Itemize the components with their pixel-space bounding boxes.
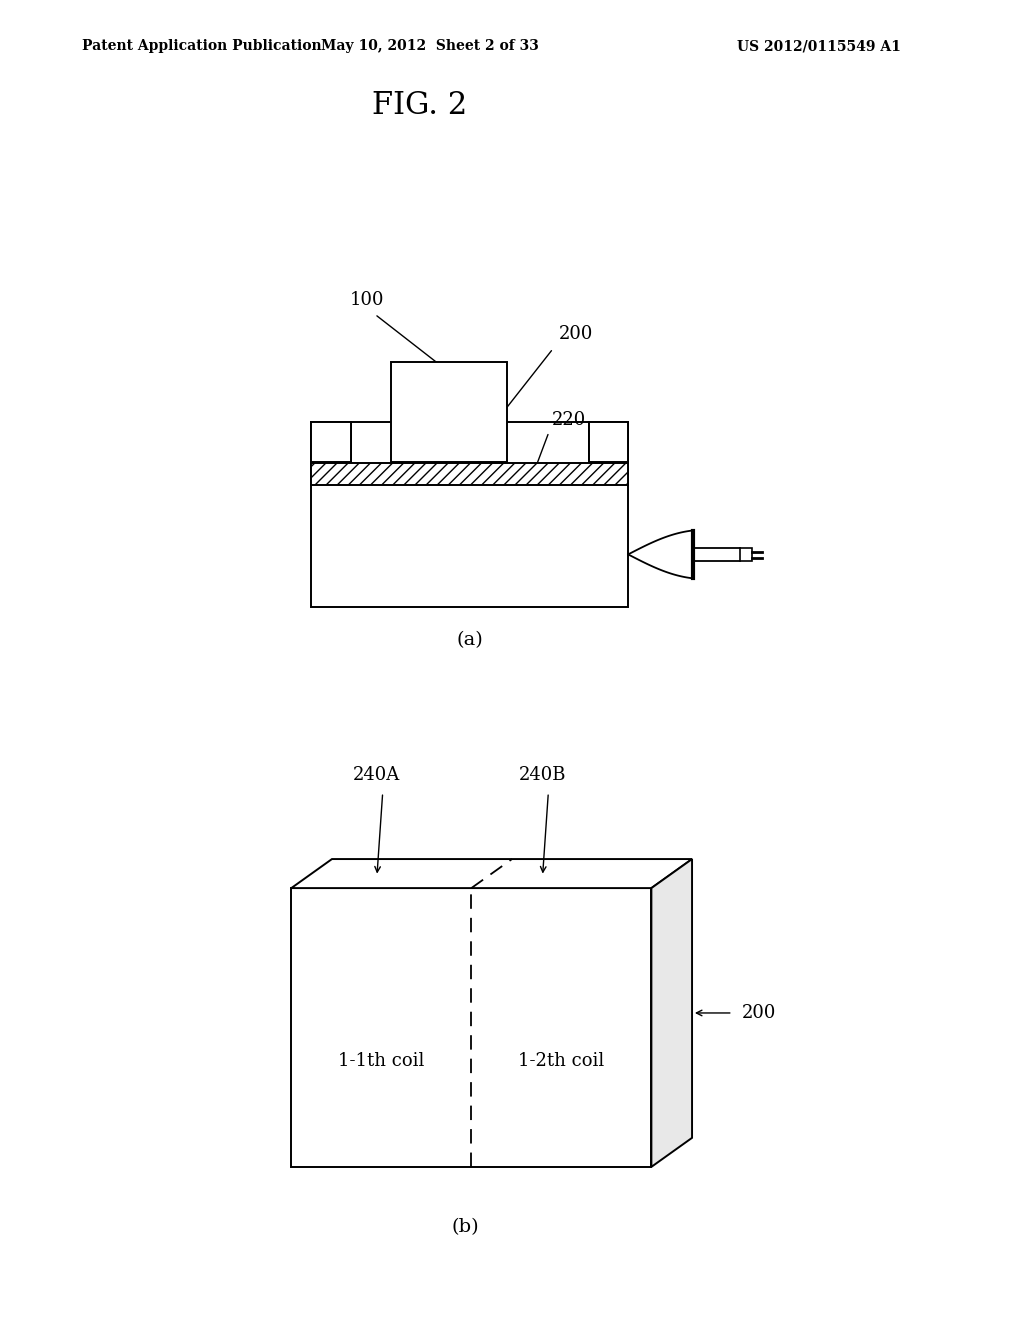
- Text: 100: 100: [349, 290, 384, 309]
- Bar: [311, 463, 628, 486]
- Text: 200: 200: [558, 325, 593, 343]
- Text: 220: 220: [552, 412, 586, 429]
- Text: 240A: 240A: [353, 766, 400, 784]
- Text: May 10, 2012  Sheet 2 of 33: May 10, 2012 Sheet 2 of 33: [322, 40, 539, 53]
- Bar: [589, 422, 628, 462]
- Bar: [311, 422, 351, 462]
- Text: 240B: 240B: [519, 766, 566, 784]
- Text: 200: 200: [741, 1005, 776, 1022]
- Text: US 2012/0115549 A1: US 2012/0115549 A1: [737, 40, 901, 53]
- Text: 1-1th coil: 1-1th coil: [338, 1052, 425, 1071]
- Text: (b): (b): [452, 1218, 479, 1237]
- Text: Patent Application Publication: Patent Application Publication: [82, 40, 322, 53]
- Text: 1-2th coil: 1-2th coil: [518, 1052, 604, 1071]
- Text: (a): (a): [457, 631, 483, 649]
- Bar: [740, 548, 752, 561]
- Bar: [311, 422, 628, 607]
- Bar: [390, 362, 507, 462]
- Text: FIG. 2: FIG. 2: [372, 90, 468, 121]
- Bar: [589, 422, 628, 462]
- Polygon shape: [651, 859, 692, 1167]
- Bar: [291, 888, 651, 1167]
- Bar: [311, 422, 351, 462]
- Polygon shape: [291, 859, 692, 888]
